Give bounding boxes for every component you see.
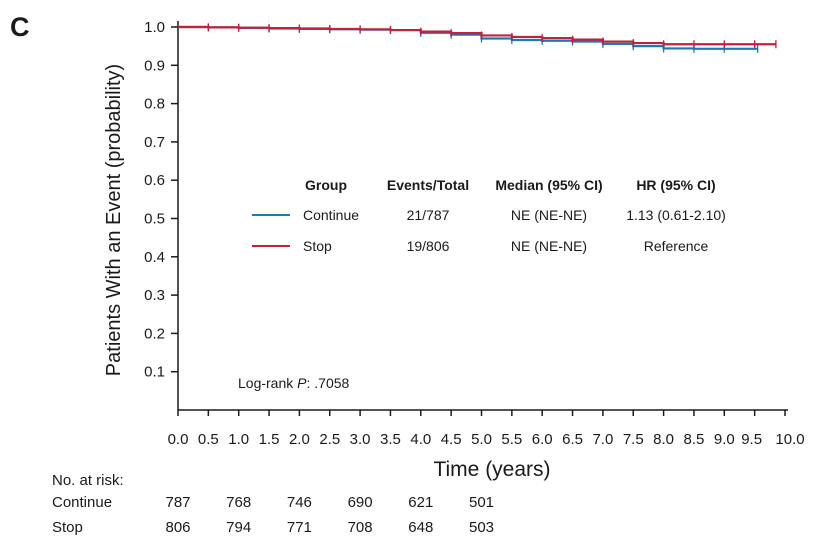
x-tick-label: 1.5 [259,431,280,448]
risk-row-label: Stop [52,519,83,536]
x-tick-label: 1.0 [228,431,249,448]
x-tick-label: 4.5 [441,431,462,448]
y-tick-label: 0.4 [144,249,165,266]
x-tick-label: 0.0 [168,431,189,448]
legend-header: Median (95% CI) [495,177,602,193]
legend-group: Continue [303,207,359,223]
legend-table: Group Events/Total Median (95% CI) HR (95% … [252,177,726,254]
legend-hr: Reference [644,238,709,254]
x-tick-label: 0.5 [198,431,219,448]
x-tick-label: 9.0 [714,431,735,448]
risk-cell: 746 [286,494,312,511]
legend-header: Group [305,177,347,193]
x-tick-label: 8.0 [653,431,674,448]
risk-cell: 690 [347,494,373,511]
x-tick-label: 8.5 [684,431,705,448]
x-tick-label: 3.0 [350,431,371,448]
legend-group: Stop [303,238,332,254]
y-tick-label: 0.1 [144,364,165,381]
y-tick-label: 0.3 [144,287,165,304]
series-layer [178,23,777,53]
logrank-prefix: Log-rank [238,375,297,391]
censor-marks-stop [207,23,777,49]
x-tick-label: 5.5 [501,431,522,448]
risk-cell: 501 [468,494,495,511]
x-tick-label: 6.5 [562,431,583,448]
x-tick-label: 3.5 [380,431,401,448]
legend-header: HR (95% CI) [636,177,715,193]
risk-cell: 771 [286,519,312,536]
risk-row-label: Continue [52,494,113,511]
risk-cell: 648 [408,519,434,536]
risk-cell: 621 [408,494,434,511]
legend-events: 21/787 [407,207,450,223]
x-tick-label: 9.5 [741,431,762,448]
risk-cell: 708 [347,519,373,536]
y-axis-label: Patients With an Event (probability) [103,64,125,376]
x-tick-label: 4.0 [410,431,431,448]
risk-cell: 794 [226,519,252,536]
legend-events: 19/806 [407,238,450,254]
y-tick-label: 0.5 [144,211,165,228]
x-tick-label: 10.0 [775,431,804,448]
x-tick-label: 6.0 [532,431,553,448]
risk-cell: 503 [468,519,495,536]
y-tick-label: 1.0 [144,19,165,36]
risk-cell: 768 [226,494,252,511]
axes: 0.1 0.2 0.3 0.4 0.5 0.6 0.7 0.8 0.9 1.0 0.0 0.5 1.0 1… [144,19,804,448]
y-tick-label: 0.2 [144,325,165,342]
y-tick-label: 0.7 [144,134,165,151]
y-tick-label: 0.6 [144,172,165,189]
logrank-value: : .7058 [307,375,350,391]
legend-header: Events/Total [387,177,469,193]
x-tick-label: 2.0 [289,431,310,448]
km-chart: 0.1 0.2 0.3 0.4 0.5 0.6 0.7 0.8 0.9 1.0 0.0 0.5 1.0 1… [103,19,805,448]
risk-cell: 787 [165,494,191,511]
legend-hr: 1.13 (0.61-2.10) [626,207,726,223]
risk-cell: 806 [165,519,191,536]
logrank-p: P [297,375,307,391]
y-tick-label: 0.8 [144,96,165,113]
x-tick-label: 7.0 [592,431,613,448]
legend-median: NE (NE-NE) [511,207,587,223]
risk-table-title: No. at risk: [52,472,124,489]
panel-label: C [10,12,30,42]
logrank-annotation: Log-rank P: .7058 [238,375,350,391]
y-tick-label: 0.9 [144,57,165,74]
x-tick-label: 7.5 [623,431,644,448]
x-axis-label: Time (years) [433,458,551,481]
x-tick-label: 5.0 [471,431,492,448]
legend-median: NE (NE-NE) [511,238,587,254]
km-curve-continue [178,25,758,50]
x-tick-label: 2.5 [319,431,340,448]
